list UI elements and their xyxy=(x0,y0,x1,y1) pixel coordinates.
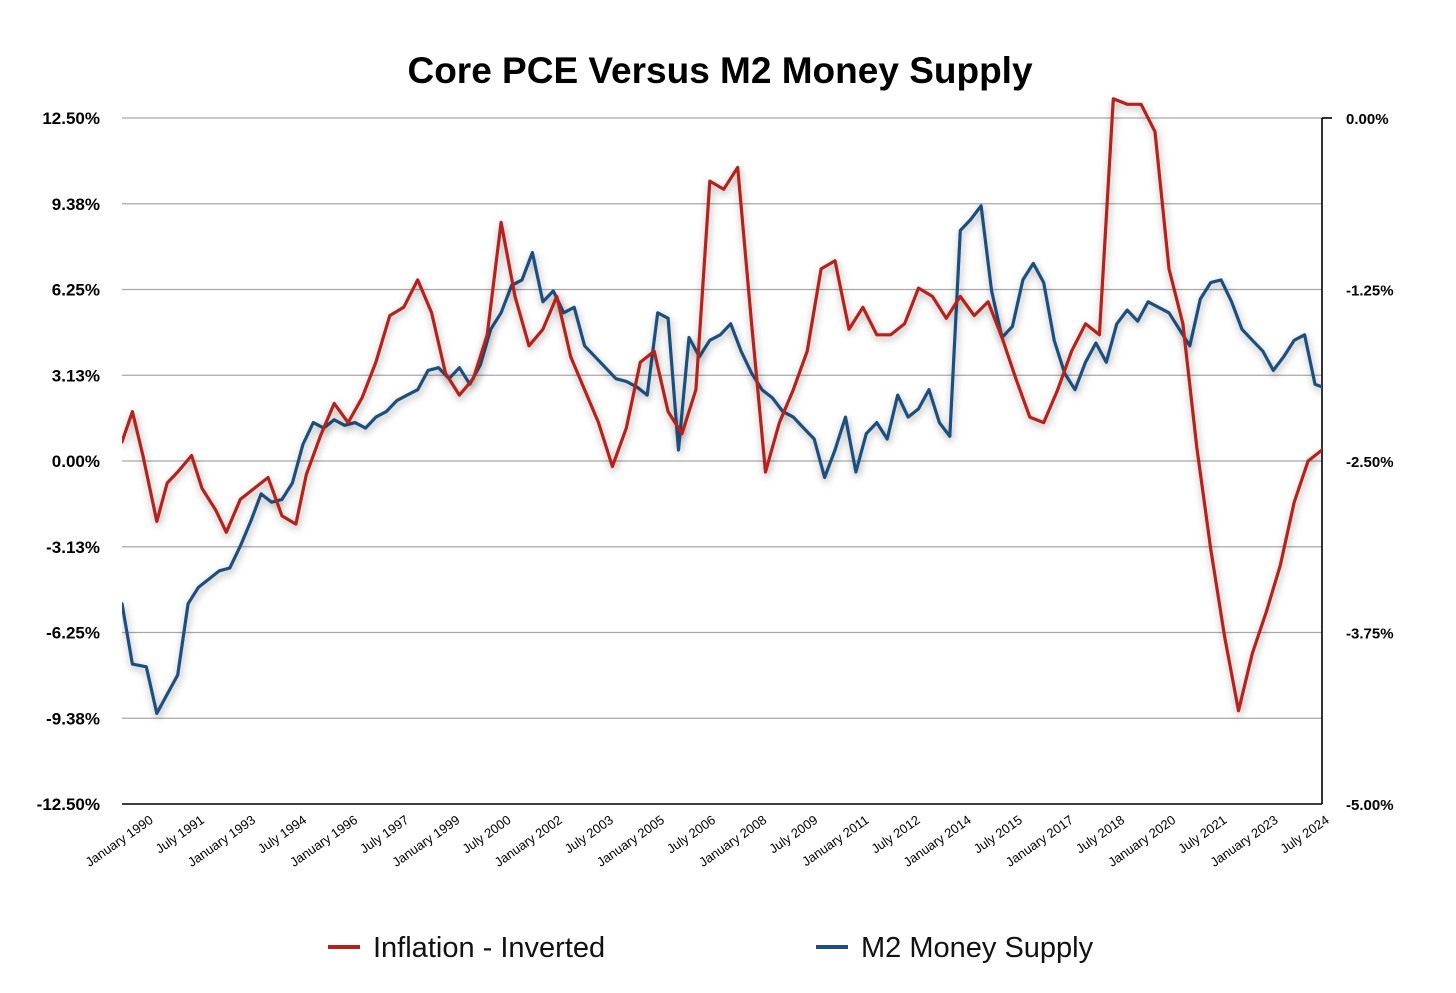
y-left-tick-label: -6.25% xyxy=(46,624,100,643)
y-left-tick-label: -9.38% xyxy=(46,709,100,728)
y-left-tick-label: -3.13% xyxy=(46,538,100,557)
series-line-m2-money-supply xyxy=(122,204,1322,715)
y-left-tick-label: 6.25% xyxy=(52,281,100,300)
y-left-tick-label: 0.00% xyxy=(52,452,100,471)
series-line-inflation-inverted xyxy=(122,97,1322,713)
series-lines xyxy=(122,97,1322,715)
y-left-tick-label: -12.50% xyxy=(37,795,100,814)
y-right-tick-label: 0.00% xyxy=(1346,111,1389,128)
x-tick-label: July 2024 xyxy=(1278,812,1332,856)
y-right-tick-label: -5.00% xyxy=(1346,797,1394,814)
legend-label: Inflation - Inverted xyxy=(373,932,605,964)
y-right-tick-label: -3.75% xyxy=(1346,626,1394,643)
y-left-tick-label: 9.38% xyxy=(52,195,100,214)
legend: Inflation - Inverted M2 Money Supply xyxy=(328,932,1094,964)
gridlines xyxy=(122,117,1322,719)
legend-label: M2 Money Supply xyxy=(861,932,1094,964)
x-tick-label: January 1990 xyxy=(83,812,156,869)
y-left-tick-label: 3.13% xyxy=(52,366,100,385)
y-right-tick-label: -2.50% xyxy=(1346,454,1394,471)
chart-title: Core PCE Versus M2 Money Supply xyxy=(407,50,1032,91)
y-left-tick-label: 12.50% xyxy=(42,109,100,128)
y-right-tick-label: -1.25% xyxy=(1346,283,1394,300)
axes: 12.50% 9.38% 6.25% 3.13% 0.00% -3.13% -6.25% -9… xyxy=(37,109,1394,870)
